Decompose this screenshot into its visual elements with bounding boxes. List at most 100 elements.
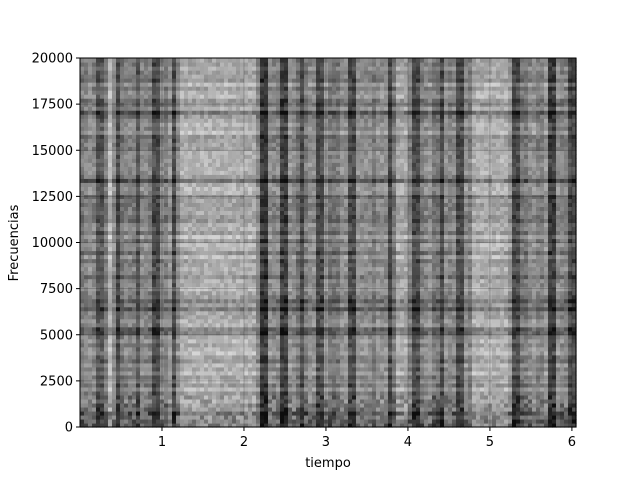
spectrogram-cell	[268, 150, 273, 155]
spectrogram-cell	[172, 222, 177, 228]
spectrogram-cell	[104, 234, 109, 240]
spectrogram-cell	[248, 78, 253, 83]
spectrogram-cell	[96, 118, 101, 123]
spectrogram-cell	[88, 134, 93, 139]
spectrogram-cell	[132, 182, 137, 187]
spectrogram-cell	[260, 318, 265, 324]
spectrogram-cell	[168, 366, 173, 372]
spectrogram-cell	[188, 418, 193, 424]
spectrogram-cell	[244, 154, 249, 159]
spectrogram-cell	[88, 362, 93, 368]
spectrogram-cell	[240, 234, 245, 240]
spectrogram-cell	[160, 230, 165, 236]
spectrogram-cell	[252, 146, 257, 151]
spectrogram-cell	[184, 270, 189, 276]
spectrogram-cell	[80, 294, 85, 300]
spectrogram-cell	[136, 418, 141, 424]
spectrogram-cell	[248, 126, 253, 131]
spectrogram-cell	[100, 322, 105, 328]
spectrogram-cell	[192, 294, 197, 300]
spectrogram-cell	[268, 406, 273, 412]
spectrogram-cell	[168, 106, 173, 111]
spectrogram-cell	[128, 238, 133, 244]
spectrogram-cell	[260, 418, 265, 424]
spectrogram-cell	[176, 278, 181, 284]
spectrogram-cell	[164, 190, 169, 195]
spectrogram-cell	[188, 314, 193, 320]
spectrogram-cell	[272, 62, 277, 67]
spectrogram-cell	[252, 286, 257, 292]
spectrogram-cell	[152, 310, 157, 316]
spectrogram-cell	[272, 270, 277, 276]
spectrogram-cell	[148, 74, 153, 79]
spectrogram-cell	[96, 122, 101, 127]
spectrogram-cell	[116, 138, 121, 143]
spectrogram-cell	[104, 142, 109, 147]
spectrogram-cell	[252, 306, 257, 312]
spectrogram-cell	[96, 74, 101, 79]
spectrogram-cell	[192, 206, 197, 212]
spectrogram-cell	[96, 62, 101, 67]
spectrogram-cell	[208, 98, 213, 103]
spectrogram-cell	[100, 406, 105, 412]
spectrogram-cell	[248, 362, 253, 368]
spectrogram-cell	[224, 242, 229, 248]
spectrogram-cell	[240, 286, 245, 292]
spectrogram-cell	[112, 286, 117, 292]
spectrogram-cell	[180, 378, 185, 384]
spectrogram-cell	[236, 422, 241, 428]
spectrogram-cell	[136, 86, 141, 91]
spectrogram-cell	[136, 198, 141, 203]
spectrogram-cell	[128, 102, 133, 107]
spectrogram-cell	[260, 358, 265, 364]
spectrogram-cell	[104, 302, 109, 308]
spectrogram-cell	[144, 202, 149, 207]
spectrogram-cell	[148, 154, 153, 159]
spectrogram-cell	[96, 166, 101, 171]
spectrogram-cell	[80, 206, 85, 212]
spectrogram-cell	[136, 82, 141, 87]
spectrogram-cell	[176, 106, 181, 111]
spectrogram-cell	[80, 370, 85, 376]
spectrogram-cell	[288, 302, 293, 308]
spectrogram-cell	[284, 262, 289, 268]
spectrogram-cell	[168, 278, 173, 284]
spectrogram-cell	[200, 274, 205, 280]
spectrogram-cell	[104, 414, 109, 420]
spectrogram-cell	[272, 266, 277, 272]
spectrogram-cell	[164, 414, 169, 420]
spectrogram-cell	[96, 314, 101, 320]
spectrogram-cell	[228, 182, 233, 187]
spectrogram-cell	[128, 354, 133, 360]
spectrogram-cell	[204, 114, 209, 119]
spectrogram-cell	[288, 250, 293, 256]
spectrogram-cell	[196, 66, 201, 71]
spectrogram-cell	[236, 70, 241, 75]
spectrogram-cell	[124, 90, 129, 95]
spectrogram-cell	[264, 118, 269, 123]
spectrogram-cell	[148, 138, 153, 143]
spectrogram-cell	[240, 198, 245, 203]
spectrogram-cell	[120, 62, 125, 67]
spectrogram-cell	[228, 146, 233, 151]
spectrogram-cell	[196, 338, 201, 344]
spectrogram-cell	[148, 238, 153, 244]
spectrogram-cell	[140, 238, 145, 244]
spectrogram-cell	[264, 134, 269, 139]
spectrogram-cell	[124, 342, 129, 348]
spectrogram-cell	[280, 270, 285, 276]
spectrogram-cell	[96, 362, 101, 368]
spectrogram-cell	[176, 78, 181, 83]
spectrogram-cell	[84, 254, 89, 260]
spectrogram-cell	[276, 58, 281, 63]
spectrogram-cell	[168, 286, 173, 292]
spectrogram-cell	[204, 390, 209, 396]
spectrogram-cell	[260, 254, 265, 260]
spectrogram-cell	[164, 362, 169, 368]
spectrogram-cell	[284, 266, 289, 272]
spectrogram-cell	[80, 142, 85, 147]
spectrogram-cell	[152, 170, 157, 175]
spectrogram-cell	[148, 198, 153, 203]
spectrogram-cell	[124, 106, 129, 111]
spectrogram-cell	[200, 210, 205, 216]
